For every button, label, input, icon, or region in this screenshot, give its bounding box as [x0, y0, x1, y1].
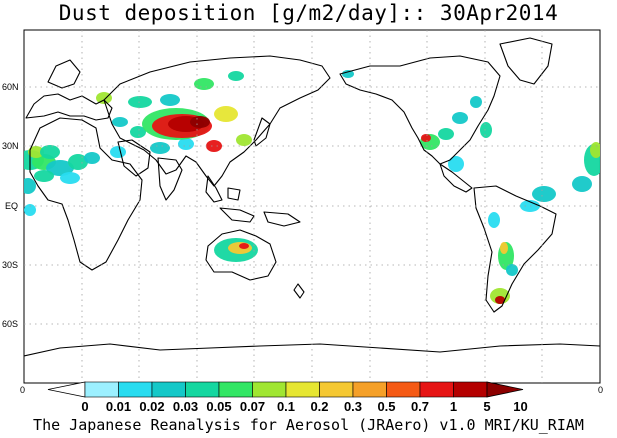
- colorbar-segment: [218, 381, 253, 398]
- dust-patch: [28, 146, 44, 158]
- colorbar-segment: [352, 381, 387, 398]
- dust-patch: [24, 178, 36, 194]
- dust-patch: [34, 170, 54, 182]
- dust-patch: [194, 78, 214, 90]
- dust-patch: [480, 122, 492, 138]
- coastlines: [24, 37, 600, 357]
- dust-patch: [342, 70, 354, 78]
- dust-patch: [590, 142, 600, 158]
- dust-patch: [24, 204, 36, 216]
- dust-patch: [130, 126, 146, 138]
- lat-label: 60N: [2, 82, 19, 92]
- colorbar-segment: [419, 381, 454, 398]
- lon-label-right: 0: [598, 385, 603, 395]
- colorbar-label: 1: [450, 399, 457, 414]
- colorbar-arrow-low: [47, 381, 86, 398]
- colorbar-segment: [185, 381, 220, 398]
- dust-patch: [112, 117, 128, 127]
- colorbar-arrow-high: [486, 381, 524, 398]
- colorbar-label: 0.02: [139, 399, 164, 414]
- dust-patch: [452, 112, 468, 124]
- colorbar-label: 0.1: [277, 399, 295, 414]
- dust-patch: [500, 242, 508, 254]
- colorbar-label: 0.3: [344, 399, 362, 414]
- dust-patch: [438, 128, 454, 140]
- dust-patch: [228, 242, 252, 254]
- colorbar-label: 0.05: [206, 399, 231, 414]
- lat-label: EQ: [5, 201, 18, 211]
- dust-patch: [150, 142, 170, 154]
- dust-patch: [495, 296, 505, 304]
- colorbar-segment: [453, 381, 488, 398]
- dust-patch: [506, 264, 518, 276]
- colorbar-segment: [386, 381, 421, 398]
- dust-patch: [160, 94, 180, 106]
- dust-patch: [239, 243, 249, 249]
- dust-patch: [178, 138, 194, 150]
- dust-patch: [96, 92, 112, 104]
- graticule: [24, 30, 600, 383]
- dust-patch: [40, 145, 60, 159]
- colorbar-label: 0.03: [173, 399, 198, 414]
- colorbar-segment: [319, 381, 354, 398]
- dust-patch: [572, 176, 592, 192]
- data-credit: The Japanese Reanalysis for Aerosol (JRA…: [33, 416, 584, 434]
- colorbar-segment: [285, 381, 320, 398]
- dust-patch: [421, 134, 431, 142]
- dust-patch: [206, 140, 222, 152]
- colorbar-label: 0.7: [411, 399, 429, 414]
- colorbar-segment: [118, 381, 153, 398]
- colorbar-segment: [151, 381, 186, 398]
- dust-patch: [84, 152, 100, 164]
- lat-label: 30S: [2, 260, 18, 270]
- dust-patch: [488, 212, 500, 228]
- dust-patch: [448, 156, 464, 172]
- dust-patch: [60, 172, 80, 184]
- dust-patch: [214, 106, 238, 122]
- map-title: Dust deposition [g/m2/day]:: 30Apr2014: [58, 1, 559, 25]
- colorbar-segment: [84, 381, 119, 398]
- dust-patch: [68, 154, 88, 170]
- dust-patch: [228, 71, 244, 81]
- colorbar-label: 0.2: [310, 399, 328, 414]
- dust-patch: [470, 96, 482, 108]
- dust-shading-layer: [24, 70, 600, 304]
- latitude-axis: 60N 30N EQ 30S 60S: [2, 82, 19, 329]
- dust-patch: [236, 134, 252, 146]
- colorbar-label: 0: [81, 399, 88, 414]
- lat-label: 30N: [2, 141, 19, 151]
- colorbar-label: 0.5: [377, 399, 395, 414]
- lat-label: 60S: [2, 319, 18, 329]
- lon-label-left: 0: [20, 385, 25, 395]
- colorbar-label: 0.01: [106, 399, 131, 414]
- dust-patch: [128, 96, 152, 108]
- colorbar-label: 10: [513, 399, 527, 414]
- dust-patch: [532, 186, 556, 202]
- colorbar-label: 5: [483, 399, 490, 414]
- dust-patch: [110, 146, 126, 158]
- colorbar-segment: [252, 381, 287, 398]
- dust-patch: [190, 116, 210, 128]
- colorbar: 0 0.01 0.02 0.03 0.05 0.07 0.1 0.2 0.3 0.5 0.7 1 5 10: [47, 381, 528, 414]
- colorbar-label: 0.07: [240, 399, 265, 414]
- dust-patch: [46, 160, 74, 176]
